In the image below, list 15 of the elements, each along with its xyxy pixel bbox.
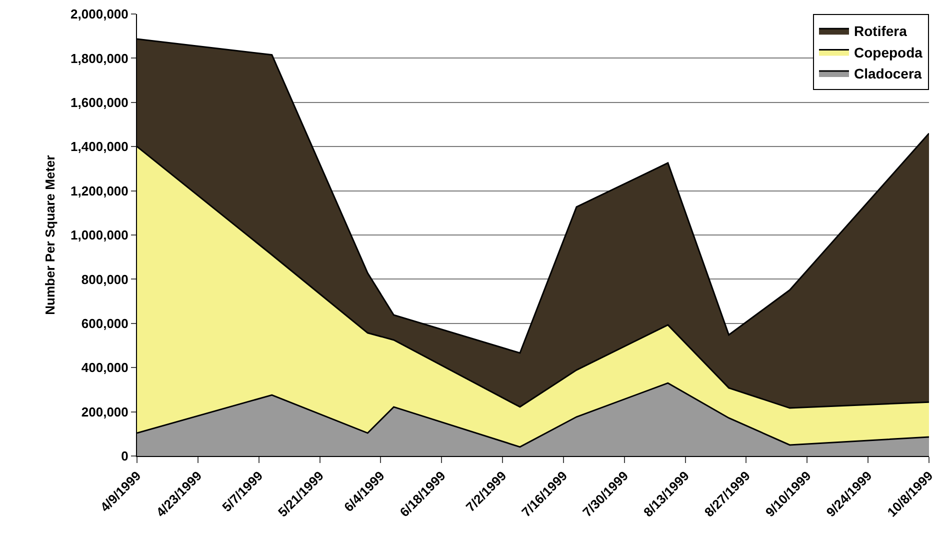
y-tick-label: 200,000: [81, 404, 128, 420]
y-tick-label: 800,000: [81, 272, 128, 287]
y-tick-label: 1,600,000: [70, 94, 128, 110]
y-tick-label: 0: [121, 448, 128, 464]
y-tick-label: 600,000: [81, 316, 128, 331]
y-tick-label: 400,000: [81, 360, 128, 376]
legend-label: Cladocera: [854, 65, 922, 82]
y-axis-title: Number Per Square Meter: [42, 155, 58, 315]
y-tick-label: 1,000,000: [70, 228, 128, 243]
legend-label: Rotifera: [854, 23, 908, 40]
y-tick-label: 2,000,000: [70, 6, 128, 22]
legend-label: Copepoda: [854, 44, 923, 60]
y-tick-label: 1,200,000: [70, 183, 128, 198]
y-tick-label: 1,800,000: [70, 50, 128, 66]
y-tick-label: 1,400,000: [70, 139, 128, 154]
